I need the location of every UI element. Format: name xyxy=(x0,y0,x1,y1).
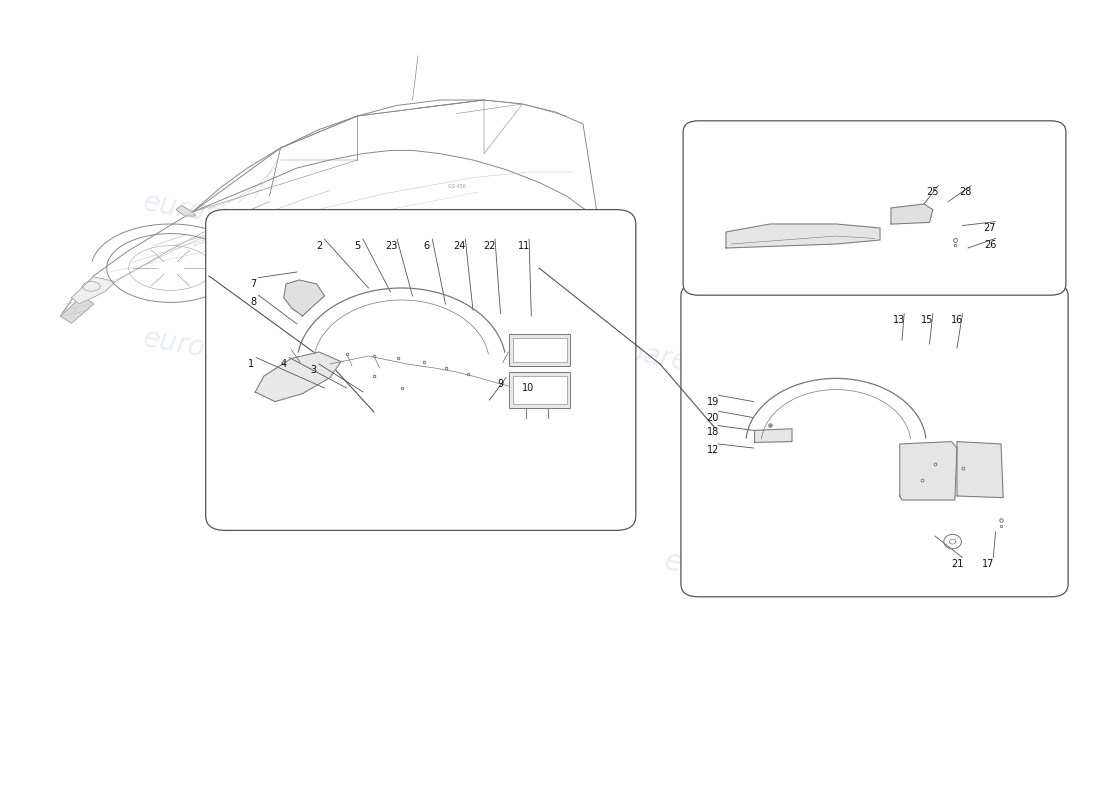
Polygon shape xyxy=(60,296,94,323)
Text: 12: 12 xyxy=(706,446,719,455)
FancyBboxPatch shape xyxy=(683,121,1066,295)
Text: 4: 4 xyxy=(280,359,287,369)
Text: 5: 5 xyxy=(354,241,361,250)
Bar xyxy=(509,372,570,408)
Polygon shape xyxy=(900,442,957,500)
Text: eurospares: eurospares xyxy=(661,547,835,605)
Text: 17: 17 xyxy=(981,559,994,569)
Bar xyxy=(513,338,566,362)
Polygon shape xyxy=(176,206,196,216)
Text: GS 450: GS 450 xyxy=(448,184,465,189)
Text: 9: 9 xyxy=(497,379,504,389)
Text: 21: 21 xyxy=(950,559,964,569)
Text: 24: 24 xyxy=(453,241,466,250)
Polygon shape xyxy=(755,429,792,442)
FancyBboxPatch shape xyxy=(681,283,1068,597)
Bar xyxy=(509,334,570,366)
Text: 2: 2 xyxy=(316,241,322,250)
Text: 23: 23 xyxy=(385,241,398,250)
Text: 3: 3 xyxy=(310,366,317,375)
Polygon shape xyxy=(255,352,341,402)
Text: 25: 25 xyxy=(926,187,939,197)
Text: 18: 18 xyxy=(706,427,719,437)
Polygon shape xyxy=(284,280,324,316)
Text: 19: 19 xyxy=(706,397,719,406)
FancyBboxPatch shape xyxy=(206,210,636,530)
Text: 28: 28 xyxy=(959,187,972,197)
Text: 6: 6 xyxy=(424,241,430,250)
Text: 13: 13 xyxy=(892,315,905,325)
Text: 10: 10 xyxy=(521,383,535,393)
Text: 15: 15 xyxy=(921,315,934,325)
Polygon shape xyxy=(957,442,1003,498)
Text: 20: 20 xyxy=(706,413,719,422)
Text: 8: 8 xyxy=(250,297,256,306)
Polygon shape xyxy=(72,277,116,304)
Text: ⵗ: ⵗ xyxy=(74,309,76,315)
Text: 16: 16 xyxy=(950,315,964,325)
Text: 27: 27 xyxy=(983,223,997,233)
Text: eurospares: eurospares xyxy=(141,189,299,243)
Text: 7: 7 xyxy=(250,279,256,289)
Text: eurospares: eurospares xyxy=(548,325,706,379)
Text: 26: 26 xyxy=(983,240,997,250)
Text: 1: 1 xyxy=(248,359,254,369)
Text: 22: 22 xyxy=(483,241,496,250)
Bar xyxy=(513,376,566,404)
Text: 11: 11 xyxy=(517,241,530,250)
Polygon shape xyxy=(891,204,933,224)
Polygon shape xyxy=(726,224,880,248)
Text: eurospares: eurospares xyxy=(141,325,299,379)
